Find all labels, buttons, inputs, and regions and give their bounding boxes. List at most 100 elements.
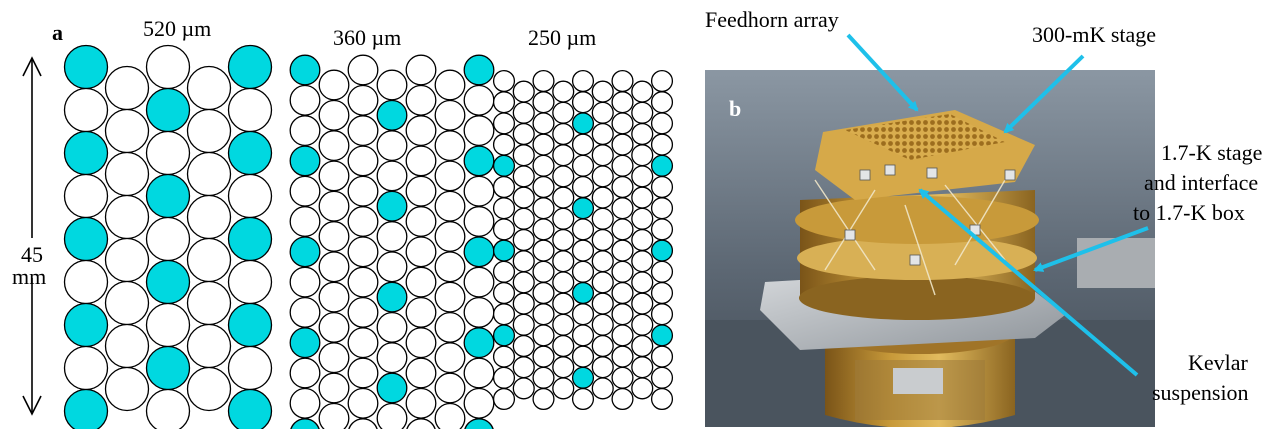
highlighted-pixel (463, 327, 495, 359)
pixel (532, 154, 555, 177)
pixel (512, 228, 535, 252)
pixel (571, 91, 595, 114)
panel-a-label: a (52, 20, 63, 45)
pixel (492, 133, 516, 156)
highlighted-pixel (571, 366, 595, 389)
pixel (434, 221, 466, 252)
pixel (376, 402, 408, 429)
pixel (591, 377, 614, 400)
pixel (631, 250, 654, 273)
pixel (512, 207, 535, 230)
pixel (512, 292, 535, 315)
pixel (571, 303, 595, 326)
pixel (405, 84, 437, 116)
pixel (532, 281, 555, 305)
pixel (532, 324, 555, 347)
highlighted-pixel (463, 145, 495, 177)
pixel (289, 206, 321, 237)
pixel (650, 175, 674, 199)
pixel (63, 87, 109, 133)
pixel (492, 345, 516, 368)
pixel (376, 69, 408, 101)
pixel (186, 323, 232, 369)
highlighted-pixel (63, 302, 109, 348)
pixel (227, 345, 273, 391)
pixel (512, 356, 535, 379)
pixel (318, 221, 350, 252)
pixel (289, 175, 321, 207)
pixel (347, 84, 379, 116)
highlighted-pixel (227, 302, 273, 348)
pixel (318, 190, 350, 222)
pixel (552, 356, 575, 379)
pitch-label-520: 520 µm (143, 16, 212, 41)
highlighted-pixel (571, 112, 595, 135)
highlighted-pixel (463, 54, 495, 86)
pixel (347, 266, 379, 298)
pixel (434, 160, 466, 192)
highlighted-pixel (289, 145, 321, 177)
pixel (611, 366, 634, 389)
pixel (186, 108, 232, 154)
pixel (104, 323, 150, 369)
highlighted-pixel (463, 236, 495, 268)
pixel (145, 44, 191, 90)
pixel (318, 99, 350, 131)
pixel (318, 402, 350, 429)
highlighted-pixel (63, 388, 109, 429)
pixel (532, 366, 555, 389)
dimension-arrow (22, 56, 42, 416)
pixel (650, 260, 674, 283)
pixel (631, 186, 654, 209)
pixel (591, 122, 614, 146)
pixel (347, 145, 379, 177)
pixel (532, 303, 555, 326)
highlighted-pixel (227, 388, 273, 429)
focal-plane-unit-photo (705, 70, 1155, 427)
pixel (552, 313, 575, 336)
pixel (347, 327, 379, 359)
pixel (650, 112, 674, 135)
pixel (492, 175, 516, 199)
pixel (552, 186, 575, 209)
highlighted-pixel (289, 236, 321, 268)
pixel (650, 281, 674, 305)
pixel (463, 357, 495, 389)
pixel (492, 69, 516, 93)
pixel (552, 144, 575, 167)
pixel (512, 250, 535, 273)
pixel (406, 418, 436, 429)
pixel (650, 366, 674, 389)
pixel (405, 296, 437, 328)
callout-17k-stage-line2: and interface (1144, 170, 1259, 195)
pixel (227, 173, 273, 219)
pixel (512, 313, 535, 336)
pixel (532, 387, 555, 411)
pixel (492, 218, 516, 241)
pixel (611, 112, 634, 135)
highlighted-pixel (145, 173, 191, 219)
pixel (532, 112, 555, 135)
pixel (512, 271, 535, 294)
pixel (347, 296, 379, 328)
pixel (631, 207, 654, 230)
pixel (318, 342, 350, 374)
pixel (289, 296, 321, 328)
pixel (63, 173, 109, 219)
pixel (532, 239, 555, 262)
pixel (571, 218, 595, 241)
pixel (532, 91, 555, 114)
array-360um (289, 54, 495, 429)
pixel (463, 206, 495, 237)
highlighted-pixel (464, 418, 494, 429)
pixel (512, 186, 535, 209)
pixel (571, 239, 595, 262)
callout-300mk-stage: 300-mK stage (1032, 22, 1157, 47)
pixel (512, 377, 535, 400)
highlighted-pixel (492, 239, 516, 262)
pixel (434, 130, 466, 162)
pitch-label-250: 250 µm (528, 25, 597, 50)
pixel (434, 402, 466, 429)
highlighted-pixel (376, 190, 408, 222)
pixel (512, 144, 535, 167)
